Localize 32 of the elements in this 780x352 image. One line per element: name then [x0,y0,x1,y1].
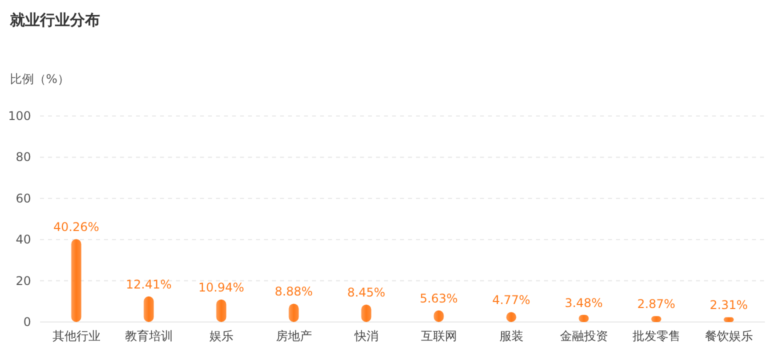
x-tick-label: 批发零售 [632,329,680,343]
bar [724,317,734,322]
data-label: 40.26% [53,220,100,234]
data-label: 8.45% [347,286,386,300]
data-label: 8.88% [274,284,313,299]
x-tick-label: 房地产 [276,329,312,343]
y-tick-label: 100 [8,109,31,123]
chart-title: 就业行业分布 [9,11,100,29]
x-tick-label: 金融投资 [560,329,608,343]
data-label: 3.48% [564,296,603,310]
y-tick-label: 60 [16,191,31,206]
data-label: 12.41% [126,277,172,292]
data-label: 10.94% [198,280,244,294]
x-tick-label: 其他行业 [52,329,100,343]
data-label: 5.63% [420,291,458,306]
y-tick-label: 80 [16,150,31,164]
x-tick-label: 服装 [499,329,524,343]
data-label: 2.31% [710,298,748,312]
y-axis-title: 比例（%） [10,72,70,86]
data-label: 2.87% [637,297,676,312]
x-tick-label: 快消 [353,329,378,343]
x-tick-label: 互联网 [420,329,457,343]
x-tick-label: 餐饮娱乐 [704,329,753,343]
y-tick-label: 40 [16,232,31,247]
bar [144,296,154,322]
x-tick-label: 娱乐 [209,329,234,343]
y-tick-label: 20 [16,274,31,288]
x-tick-label: 教育培训 [124,329,173,343]
data-label: 4.77% [492,293,530,308]
bar [71,239,82,322]
bar [216,299,226,322]
y-tick-label: 0 [23,315,31,329]
